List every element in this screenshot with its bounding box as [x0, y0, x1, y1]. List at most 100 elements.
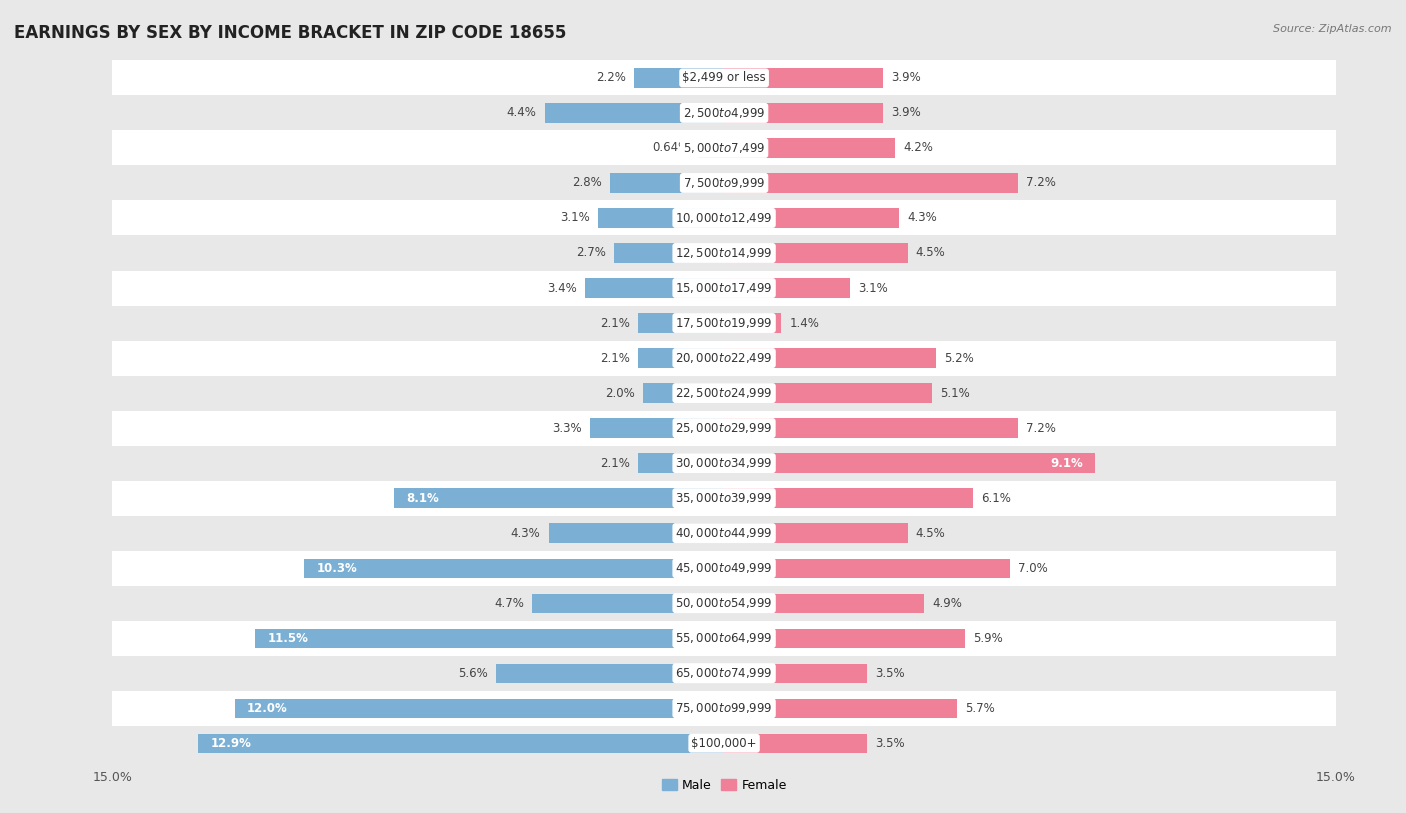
- Bar: [598, 208, 724, 228]
- Text: 3.4%: 3.4%: [547, 281, 578, 294]
- Bar: [724, 68, 883, 88]
- Bar: [724, 663, 866, 683]
- Bar: [697, 138, 724, 158]
- Bar: [724, 349, 936, 367]
- Text: 12.0%: 12.0%: [247, 702, 288, 715]
- Bar: [724, 208, 900, 228]
- Bar: [724, 489, 973, 508]
- Text: EARNINGS BY SEX BY INCOME BRACKET IN ZIP CODE 18655: EARNINGS BY SEX BY INCOME BRACKET IN ZIP…: [14, 24, 567, 42]
- Text: 3.5%: 3.5%: [875, 667, 904, 680]
- Bar: [112, 341, 1336, 376]
- Bar: [614, 243, 724, 263]
- Bar: [496, 663, 724, 683]
- Text: 5.9%: 5.9%: [973, 632, 1002, 645]
- Text: 4.5%: 4.5%: [915, 246, 945, 259]
- Text: 3.9%: 3.9%: [891, 107, 921, 120]
- Bar: [112, 166, 1336, 201]
- Bar: [112, 60, 1336, 95]
- Bar: [112, 411, 1336, 446]
- Text: $2,500 to $4,999: $2,500 to $4,999: [683, 106, 765, 120]
- Text: 5.7%: 5.7%: [965, 702, 994, 715]
- Bar: [724, 138, 896, 158]
- Text: 4.3%: 4.3%: [908, 211, 938, 224]
- Text: 1.4%: 1.4%: [789, 316, 820, 329]
- Bar: [638, 454, 724, 472]
- Text: $30,000 to $34,999: $30,000 to $34,999: [675, 456, 773, 470]
- Bar: [112, 376, 1336, 411]
- Bar: [643, 384, 724, 402]
- Text: $40,000 to $44,999: $40,000 to $44,999: [675, 526, 773, 540]
- Text: $100,000+: $100,000+: [692, 737, 756, 750]
- Text: $17,500 to $19,999: $17,500 to $19,999: [675, 316, 773, 330]
- Bar: [585, 278, 724, 298]
- Bar: [724, 593, 924, 613]
- Text: 4.7%: 4.7%: [495, 597, 524, 610]
- Text: 3.1%: 3.1%: [859, 281, 889, 294]
- Bar: [235, 698, 724, 718]
- Bar: [724, 103, 883, 123]
- Text: $10,000 to $12,499: $10,000 to $12,499: [675, 211, 773, 225]
- Text: 4.5%: 4.5%: [915, 527, 945, 540]
- Bar: [724, 698, 956, 718]
- Text: 7.2%: 7.2%: [1026, 422, 1056, 435]
- Text: 5.2%: 5.2%: [945, 351, 974, 364]
- Bar: [544, 103, 724, 123]
- Text: $25,000 to $29,999: $25,000 to $29,999: [675, 421, 773, 435]
- Text: 4.4%: 4.4%: [506, 107, 537, 120]
- Bar: [589, 419, 724, 437]
- Bar: [256, 628, 724, 648]
- Text: 5.6%: 5.6%: [458, 667, 488, 680]
- Text: 8.1%: 8.1%: [406, 492, 439, 505]
- Text: $55,000 to $64,999: $55,000 to $64,999: [675, 631, 773, 646]
- Text: $45,000 to $49,999: $45,000 to $49,999: [675, 561, 773, 575]
- Bar: [112, 691, 1336, 726]
- Text: 12.9%: 12.9%: [211, 737, 252, 750]
- Bar: [112, 446, 1336, 480]
- Bar: [112, 130, 1336, 166]
- Text: 6.1%: 6.1%: [981, 492, 1011, 505]
- Bar: [112, 95, 1336, 130]
- Text: 2.8%: 2.8%: [572, 176, 602, 189]
- Bar: [112, 306, 1336, 341]
- Bar: [724, 524, 908, 543]
- Bar: [548, 524, 724, 543]
- Text: 4.3%: 4.3%: [510, 527, 540, 540]
- Text: 3.3%: 3.3%: [551, 422, 582, 435]
- Text: $2,499 or less: $2,499 or less: [682, 72, 766, 85]
- Text: 5.1%: 5.1%: [941, 386, 970, 399]
- Legend: Male, Female: Male, Female: [657, 774, 792, 797]
- Bar: [724, 559, 1010, 578]
- Bar: [112, 515, 1336, 550]
- Bar: [724, 733, 866, 753]
- Text: 2.7%: 2.7%: [576, 246, 606, 259]
- Text: $5,000 to $7,499: $5,000 to $7,499: [683, 141, 765, 155]
- Text: 4.9%: 4.9%: [932, 597, 962, 610]
- Text: 2.0%: 2.0%: [605, 386, 634, 399]
- Text: 2.1%: 2.1%: [600, 457, 630, 470]
- Bar: [724, 278, 851, 298]
- Bar: [638, 349, 724, 367]
- Bar: [304, 559, 724, 578]
- Text: 2.2%: 2.2%: [596, 72, 626, 85]
- Text: 11.5%: 11.5%: [267, 632, 308, 645]
- Text: 3.1%: 3.1%: [560, 211, 589, 224]
- Bar: [198, 733, 724, 753]
- Bar: [724, 419, 1018, 437]
- Text: 7.2%: 7.2%: [1026, 176, 1056, 189]
- Bar: [610, 173, 724, 193]
- Text: $15,000 to $17,499: $15,000 to $17,499: [675, 281, 773, 295]
- Bar: [724, 243, 908, 263]
- Text: $12,500 to $14,999: $12,500 to $14,999: [675, 246, 773, 260]
- Text: 3.5%: 3.5%: [875, 737, 904, 750]
- Bar: [724, 173, 1018, 193]
- Text: 10.3%: 10.3%: [316, 562, 357, 575]
- Bar: [112, 480, 1336, 515]
- Text: $22,500 to $24,999: $22,500 to $24,999: [675, 386, 773, 400]
- Bar: [112, 271, 1336, 306]
- Text: 9.1%: 9.1%: [1050, 457, 1083, 470]
- Bar: [112, 620, 1336, 655]
- Text: Source: ZipAtlas.com: Source: ZipAtlas.com: [1274, 24, 1392, 34]
- Text: $7,500 to $9,999: $7,500 to $9,999: [683, 176, 765, 190]
- Text: $50,000 to $54,999: $50,000 to $54,999: [675, 596, 773, 610]
- Text: 4.2%: 4.2%: [904, 141, 934, 154]
